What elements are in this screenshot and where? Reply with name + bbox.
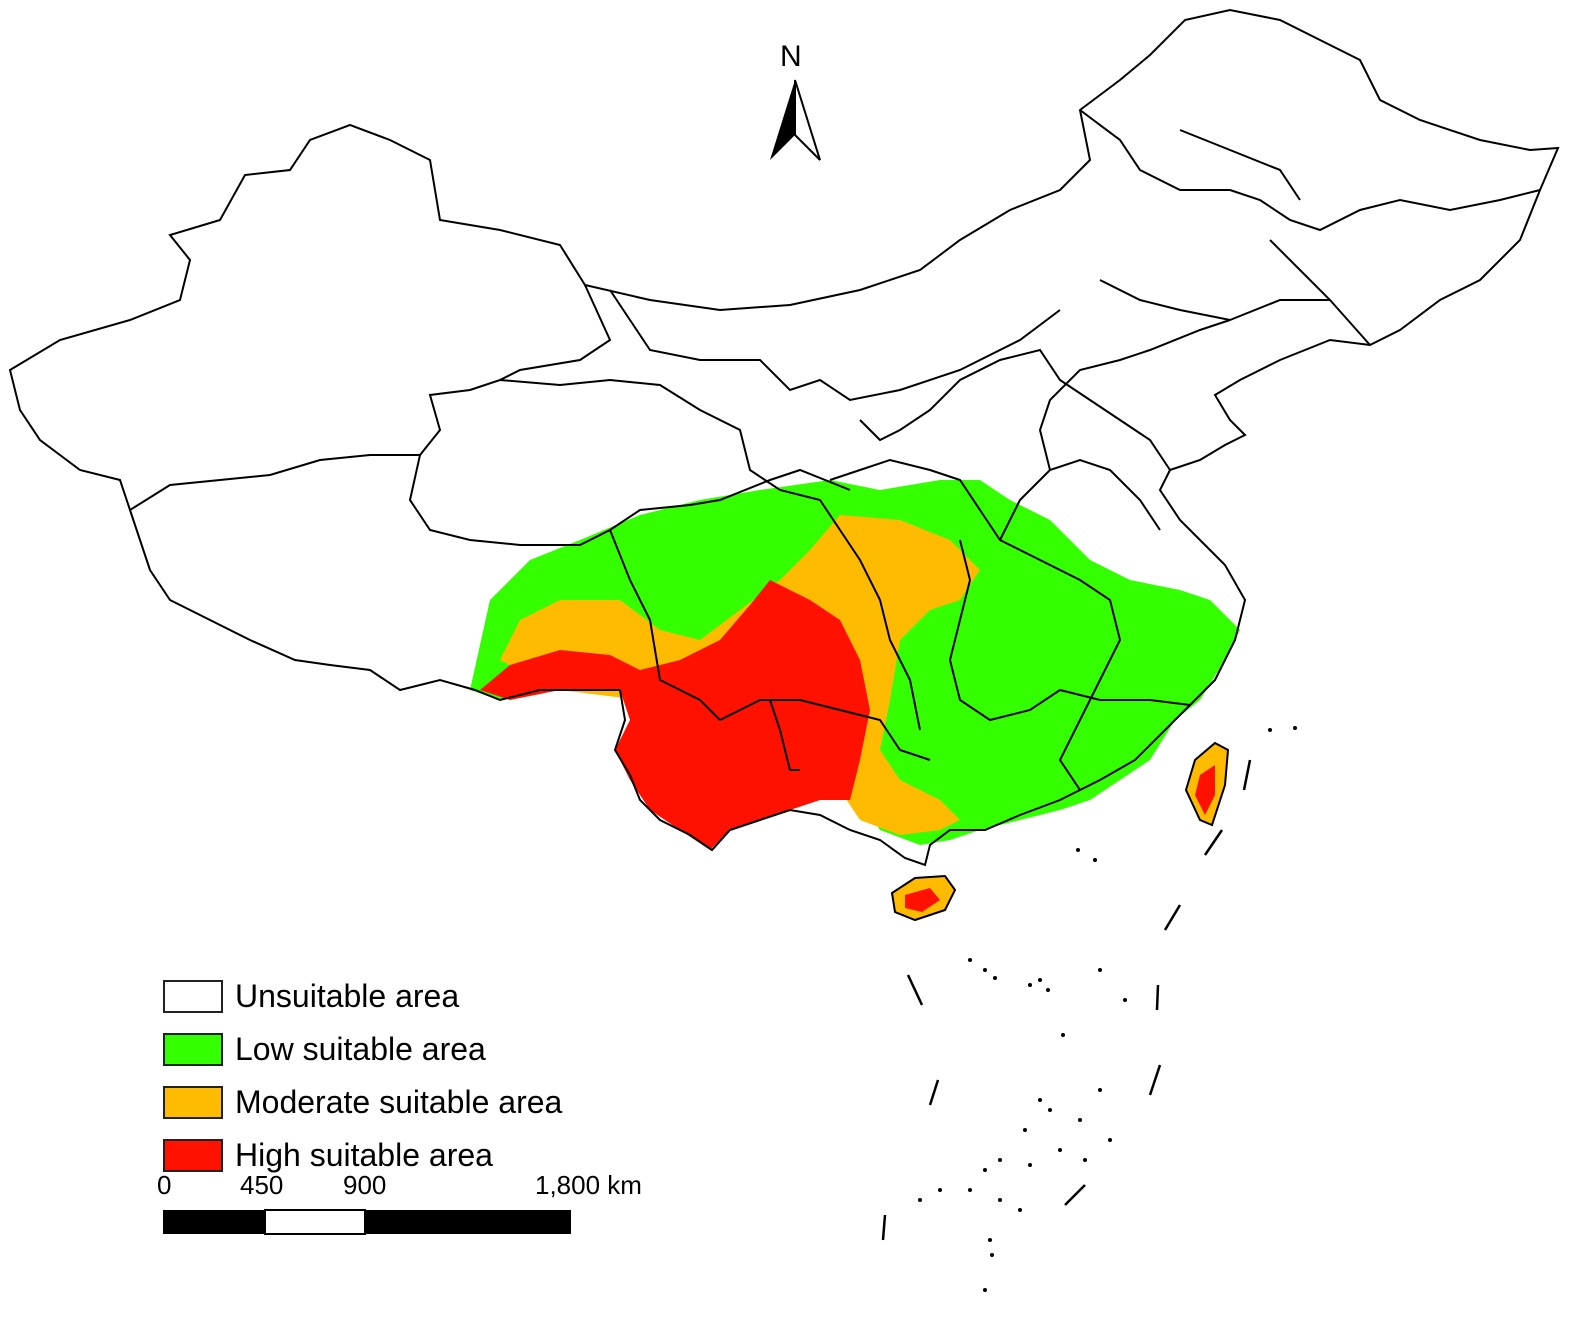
scale-tick-1800: 1,800 km [535,1170,642,1200]
legend-item-unsuitable: Unsuitable area [163,970,562,1023]
south-sea-islands [918,726,1297,1292]
scale-bar [163,1209,571,1235]
scale-tick-900: 900 [343,1170,387,1200]
legend-swatch [163,1086,223,1119]
north-arrow-icon [770,79,821,161]
dash-line-segments [881,759,1252,1241]
legend-label: Moderate suitable area [235,1084,563,1120]
legend-swatch [163,1033,223,1066]
scale-tick-450: 450 [240,1170,284,1200]
legend-item-moderate: Moderate suitable area [163,1076,562,1129]
legend-item-high: High suitable area [163,1129,562,1182]
high-suitable-region [480,580,870,850]
legend-swatch [163,980,223,1013]
legend-swatch [163,1139,223,1172]
north-label: N [780,40,802,73]
scale-tick-0: 0 [157,1170,172,1200]
legend: Unsuitable area Low suitable area Modera… [163,970,562,1182]
legend-label: High suitable area [235,1137,493,1173]
province-borders [8,8,1560,867]
legend-item-low: Low suitable area [163,1023,562,1076]
legend-label: Unsuitable area [235,978,460,1014]
legend-label: Low suitable area [235,1031,486,1067]
